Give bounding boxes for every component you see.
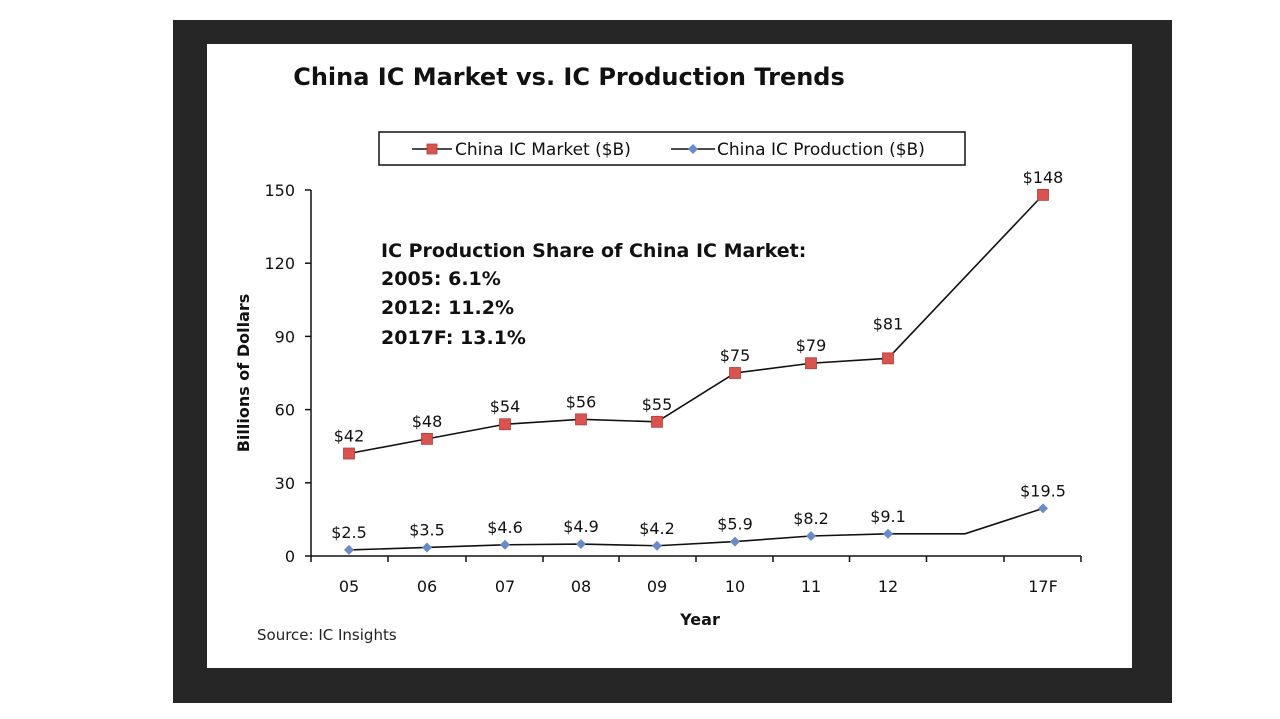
production-point [422,542,432,553]
series: $42 $48 $54 $56 $55 $75 $79 $81 $148 $2.5 $3.5 $4.6… [331,168,1066,555]
chart-title: China IC Market vs. IC Production Trends [293,63,845,91]
market-point [1037,188,1049,201]
annotation-2017f: 2017F: 13.1% [381,327,526,349]
production-data-label: $4.6 [487,518,523,537]
x-tick-label: 06 [417,577,437,596]
x-tick-label: 17F [1028,577,1058,596]
production-data-label: $5.9 [717,515,753,534]
y-tick-label: 0 [285,547,295,566]
production-point [576,539,586,550]
y-axis: 0 30 60 90 120 150 [264,181,312,566]
legend-market-marker [426,143,438,155]
annotation-2012: 2012: 11.2% [381,297,514,319]
market-data-label: $75 [720,346,751,365]
chart-svg: China IC Market vs. IC Production Trends… [234,63,1082,644]
market-data-label: $56 [566,392,597,411]
market-point [805,357,817,370]
legend: China IC Market ($B) China IC Production… [378,131,966,166]
market-point [575,413,587,426]
market-point [882,352,894,365]
x-tick-label: 12 [878,577,898,596]
production-point [883,528,893,539]
market-point [499,418,511,431]
annotation-box: IC Production Share of China IC Market: … [381,240,806,349]
y-tick-label: 90 [275,327,295,346]
source-note: Source: IC Insights [257,626,397,644]
market-point [729,367,741,379]
legend-market-label: China IC Market ($B) [455,140,631,160]
production-point [1038,503,1048,514]
x-tick-label: 10 [725,577,745,596]
production-point [652,540,662,551]
production-point [500,539,510,550]
production-data-label: $19.5 [1020,481,1066,500]
production-point [730,536,740,547]
production-point [344,544,354,555]
production-data-label: $3.5 [409,520,445,539]
market-data-label: $55 [642,395,673,414]
production-point [806,530,816,541]
market-data-label: $79 [796,336,827,355]
production-data-label: $9.1 [870,507,906,526]
legend-production-label: China IC Production ($B) [717,140,925,160]
x-tick-label: 05 [339,577,359,596]
x-tick-label: 11 [801,577,821,596]
market-data-label: $81 [873,314,904,333]
annotation-2005: 2005: 6.1% [381,268,501,290]
market-data-label: $54 [490,397,521,416]
y-axis-label: Billions of Dollars [234,294,253,453]
y-tick-label: 30 [275,474,295,493]
production-data-label: $4.9 [563,517,599,536]
x-axis-label: Year [679,610,720,629]
y-tick-label: 60 [275,401,295,420]
market-data-label: $42 [334,427,365,446]
market-point [651,415,663,428]
production-series-line [348,507,1044,551]
y-ticks: 0 30 60 90 120 150 [264,181,311,566]
production-data-label: $4.2 [639,519,675,538]
x-ticks: 05 06 07 08 09 10 11 12 17F [310,556,1082,596]
x-tick-label: 07 [495,577,515,596]
production-data-label: $2.5 [331,523,367,542]
y-tick-label: 120 [264,254,295,273]
chart-canvas: China IC Market vs. IC Production Trends… [207,44,1132,668]
x-tick-label: 08 [571,577,591,596]
production-data-label: $8.2 [793,509,829,528]
y-tick-label: 150 [264,181,295,200]
legend-production-marker [688,144,698,154]
market-series-line [348,194,1044,455]
market-point [343,447,355,460]
market-data-label: $48 [412,412,443,431]
x-tick-label: 09 [647,577,667,596]
x-axis: 05 06 07 08 09 10 11 12 17F [310,555,1082,596]
market-data-label: $148 [1023,168,1064,187]
market-point [421,432,433,445]
annotation-heading: IC Production Share of China IC Market: [381,240,806,262]
